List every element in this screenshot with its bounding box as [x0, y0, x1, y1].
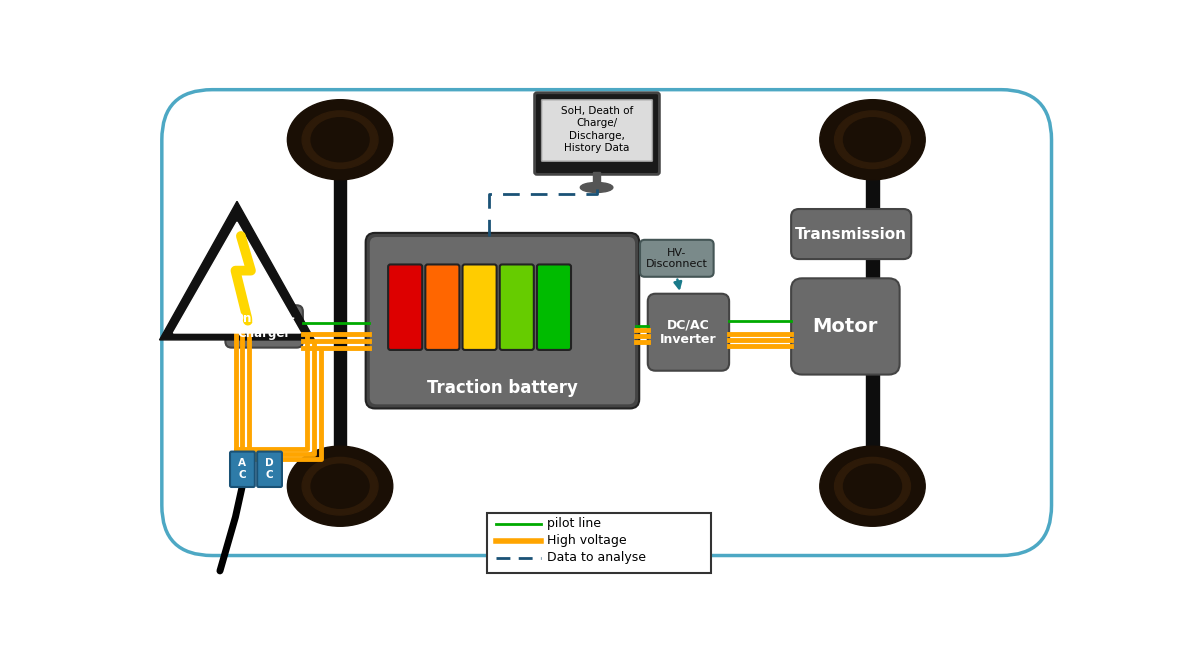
Text: High voltage: High voltage — [547, 534, 627, 547]
FancyBboxPatch shape — [366, 233, 639, 408]
FancyBboxPatch shape — [388, 264, 422, 350]
FancyBboxPatch shape — [640, 240, 713, 277]
Text: SoH, Death of
Charge/
Discharge,
History Data: SoH, Death of Charge/ Discharge, History… — [561, 106, 633, 153]
Text: A
C: A C — [239, 458, 246, 480]
Bar — [334, 140, 347, 486]
Ellipse shape — [287, 100, 393, 180]
Ellipse shape — [820, 100, 925, 180]
FancyBboxPatch shape — [499, 264, 534, 350]
Ellipse shape — [287, 446, 393, 526]
Text: Motor: Motor — [813, 317, 878, 336]
Polygon shape — [160, 201, 315, 340]
Ellipse shape — [311, 118, 369, 161]
FancyBboxPatch shape — [537, 264, 571, 350]
FancyBboxPatch shape — [226, 305, 303, 348]
Text: Traction battery: Traction battery — [427, 380, 577, 397]
Polygon shape — [174, 222, 300, 333]
Ellipse shape — [311, 464, 369, 508]
Text: Onboard-
Charger: Onboard- Charger — [233, 312, 295, 340]
FancyBboxPatch shape — [486, 513, 711, 574]
Text: D
C: D C — [265, 458, 273, 480]
Ellipse shape — [581, 182, 613, 193]
Ellipse shape — [820, 446, 925, 526]
Bar — [866, 140, 879, 486]
Text: DC/AC
Inverter: DC/AC Inverter — [660, 318, 717, 346]
FancyBboxPatch shape — [463, 264, 497, 350]
Ellipse shape — [843, 118, 901, 161]
FancyBboxPatch shape — [257, 452, 282, 487]
Ellipse shape — [843, 464, 901, 508]
Text: pilot line: pilot line — [547, 518, 601, 531]
FancyBboxPatch shape — [542, 100, 652, 161]
Bar — [593, 172, 601, 187]
FancyBboxPatch shape — [230, 452, 254, 487]
Ellipse shape — [302, 111, 379, 169]
FancyBboxPatch shape — [791, 209, 911, 259]
Ellipse shape — [834, 458, 911, 515]
FancyBboxPatch shape — [426, 264, 459, 350]
Text: HV-
Disconnect: HV- Disconnect — [646, 247, 707, 269]
FancyBboxPatch shape — [648, 294, 729, 370]
FancyBboxPatch shape — [369, 236, 636, 406]
FancyBboxPatch shape — [791, 279, 899, 374]
Text: Transmission: Transmission — [795, 227, 907, 242]
FancyBboxPatch shape — [162, 90, 1052, 555]
FancyBboxPatch shape — [535, 92, 659, 174]
Ellipse shape — [834, 111, 911, 169]
Ellipse shape — [302, 458, 379, 515]
Text: Data to analyse: Data to analyse — [547, 551, 646, 564]
